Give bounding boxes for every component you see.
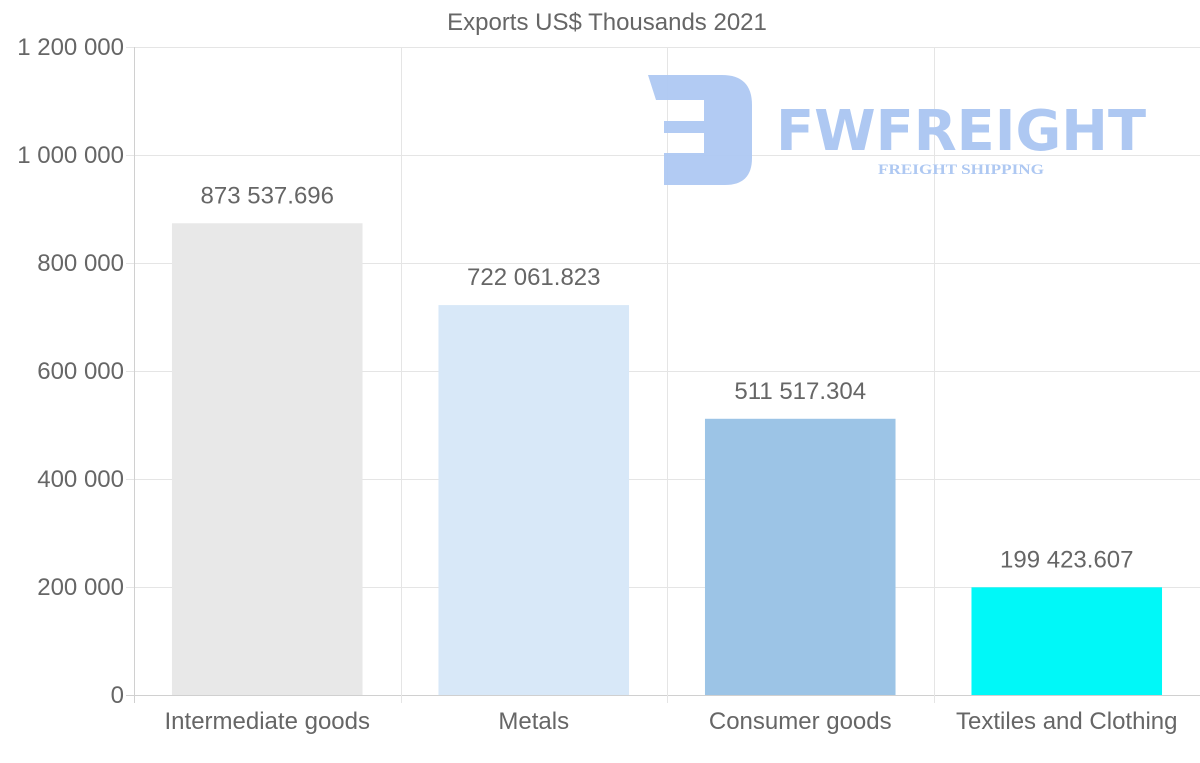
bar[interactable] xyxy=(704,418,896,695)
watermark-tagline: FREIGHT SHIPPING xyxy=(878,162,1044,178)
bar[interactable] xyxy=(438,305,630,695)
x-tick-label: Consumer goods xyxy=(709,708,892,735)
chart-title: Exports US$ Thousands 2021 xyxy=(447,9,767,36)
x-tick-label: Textiles and Clothing xyxy=(956,708,1177,735)
x-axis-ticks: Intermediate goods Metals Consumer goods Te… xyxy=(165,708,1178,735)
data-label: 199 423.607 xyxy=(1000,546,1133,573)
y-tick-label: 0 xyxy=(111,682,124,709)
watermark-brand: FWFREIGHT xyxy=(776,99,1146,164)
data-label: 511 517.304 xyxy=(734,378,866,405)
y-tick-label: 400 000 xyxy=(37,466,124,493)
y-tick-label: 600 000 xyxy=(37,358,124,385)
y-tick-label: 1 000 000 xyxy=(17,142,124,169)
y-tick-label: 200 000 xyxy=(37,574,124,601)
watermark-logo: FWFREIGHT FREIGHT SHIPPING xyxy=(648,75,1146,185)
y-tick-label: 800 000 xyxy=(37,250,124,277)
logo-mark-icon xyxy=(648,75,752,185)
bar[interactable] xyxy=(971,587,1163,695)
bar[interactable] xyxy=(171,223,363,695)
data-label: 722 061.823 xyxy=(467,264,600,291)
y-axis-ticks: 0 200 000 400 000 600 000 800 000 1 000 000 1 … xyxy=(17,34,124,709)
bars xyxy=(171,223,1163,695)
data-label: 873 537.696 xyxy=(201,182,334,209)
data-labels: 873 537.696 722 061.823 511 517.304 199 423… xyxy=(201,182,1134,573)
x-tick-label: Metals xyxy=(498,708,569,735)
x-tick-label: Intermediate goods xyxy=(165,708,370,735)
y-tick-label: 1 200 000 xyxy=(17,34,124,61)
